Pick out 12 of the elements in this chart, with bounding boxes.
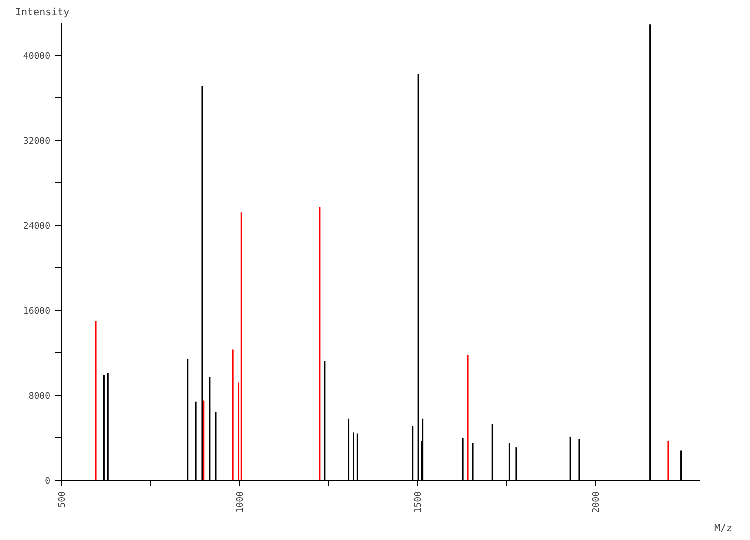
y-tick-label: 16000 [23, 306, 50, 317]
y-axis-title: Intensity [16, 8, 70, 18]
x-tick-label: 2000 [592, 491, 602, 514]
y-tick-label: 8000 [28, 392, 51, 402]
y-tick-label: 0 [45, 477, 51, 487]
y-tick-label: 32000 [23, 136, 50, 147]
y-tick-label: 40000 [23, 52, 50, 62]
x-tick-label: 1500 [414, 491, 424, 514]
y-tick-label: 24000 [23, 222, 50, 232]
x-tick-label: 500 [58, 491, 68, 508]
x-tick-label: 1000 [236, 491, 246, 514]
x-axis-title: M/z [714, 524, 732, 534]
